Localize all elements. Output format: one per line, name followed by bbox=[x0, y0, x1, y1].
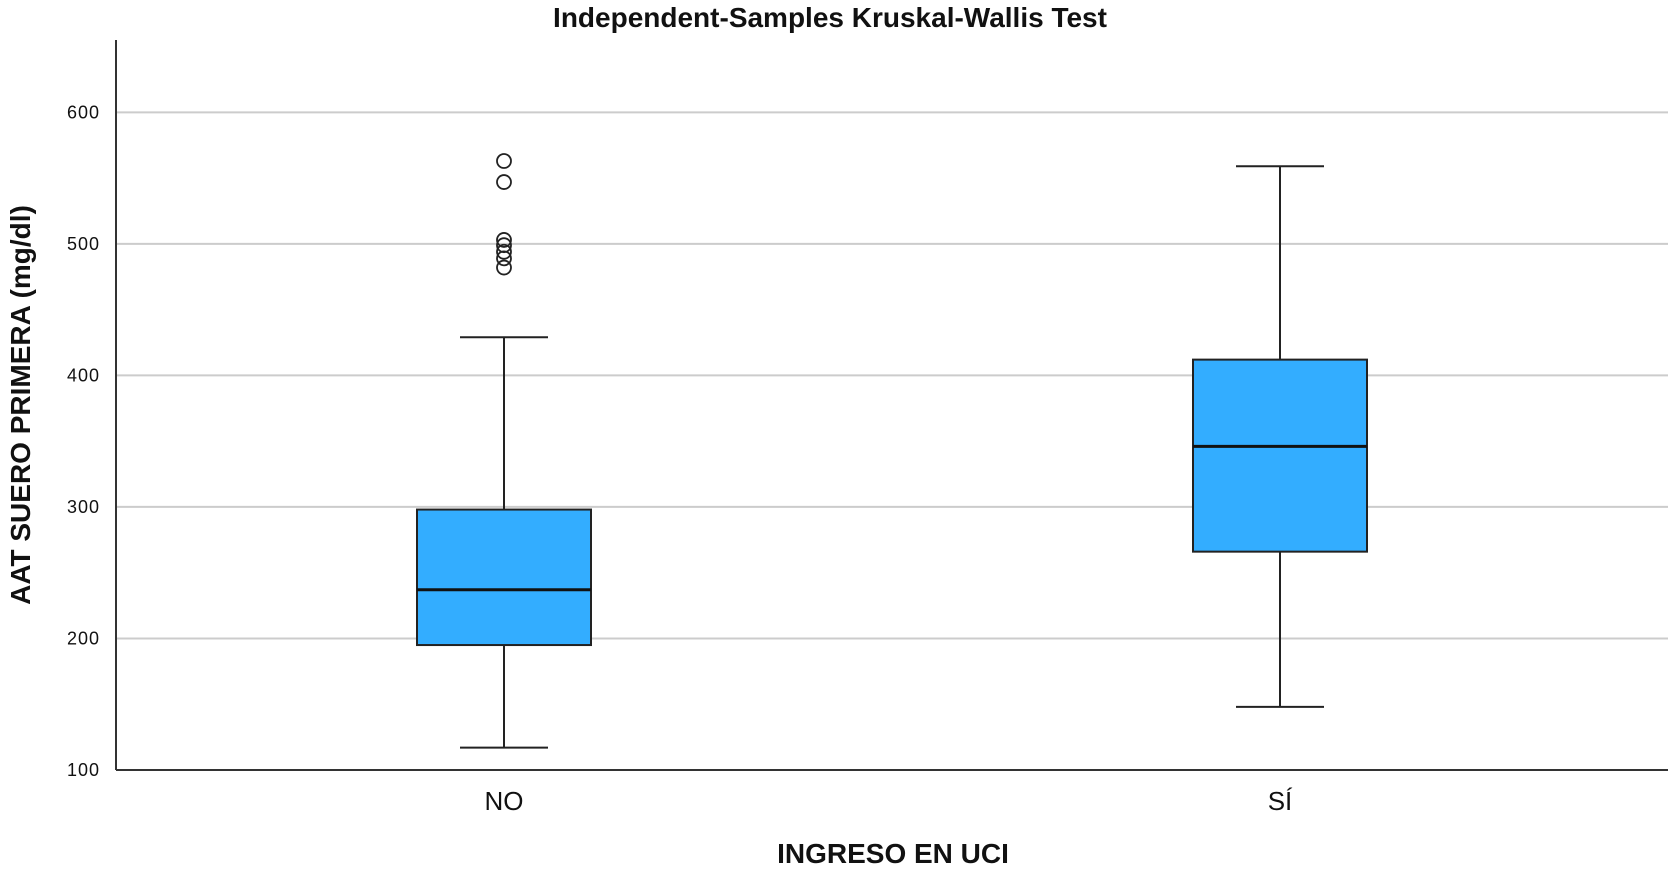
box-group bbox=[1192, 165, 1368, 708]
outlier-point bbox=[496, 174, 512, 190]
x-tick-labels: NO SÍ bbox=[485, 786, 1294, 816]
x-axis-title: INGRESO EN UCI bbox=[777, 838, 1009, 869]
y-axis-title: AAT SUERO PRIMERA (mg/dl) bbox=[5, 205, 36, 605]
y-tick-label: 300 bbox=[67, 497, 100, 517]
outlier-point bbox=[496, 237, 512, 254]
boxes bbox=[416, 153, 1368, 749]
axes bbox=[115, 40, 1668, 771]
outlier-point bbox=[496, 153, 512, 169]
x-tick-label: SÍ bbox=[1268, 786, 1293, 816]
y-tick-label: 400 bbox=[67, 365, 100, 385]
y-tick-label: 500 bbox=[67, 234, 100, 254]
box-iqr bbox=[1192, 358, 1368, 553]
y-tick-label: 100 bbox=[67, 760, 100, 780]
x-tick-label: NO bbox=[485, 786, 524, 816]
box-iqr bbox=[416, 508, 592, 647]
y-tick-label: 600 bbox=[67, 102, 100, 122]
box-group bbox=[416, 153, 592, 749]
gridlines bbox=[116, 111, 1668, 640]
outlier-point bbox=[496, 259, 512, 276]
chart-title: Independent-Samples Kruskal-Wallis Test bbox=[553, 2, 1107, 33]
outlier-point bbox=[496, 243, 512, 260]
y-tick-label: 200 bbox=[67, 628, 100, 648]
outlier-point bbox=[496, 232, 512, 248]
y-tick-labels: 100 200 300 400 500 600 bbox=[67, 102, 100, 780]
